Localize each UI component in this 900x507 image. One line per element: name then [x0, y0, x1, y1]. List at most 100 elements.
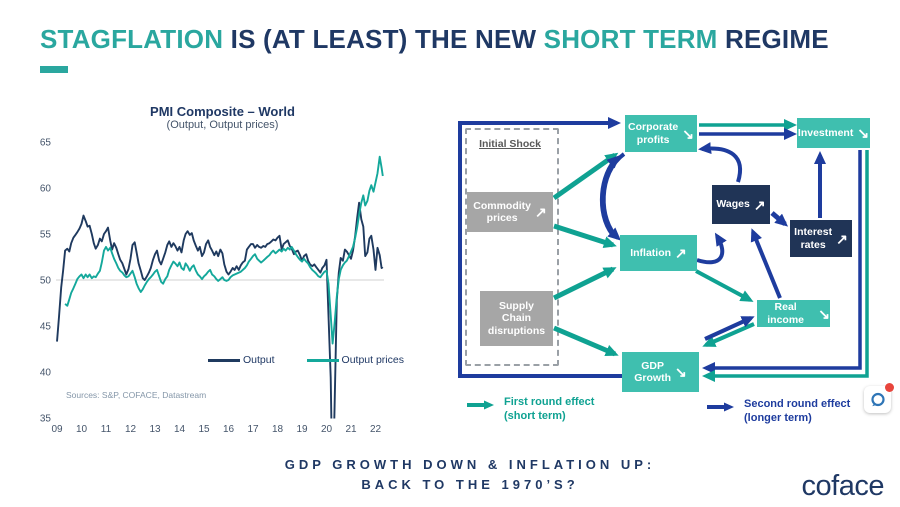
down-trend-icon: ↘: [682, 125, 694, 142]
supply-chain-box: Supply Chain disruptions: [480, 291, 553, 346]
svg-text:09: 09: [51, 424, 63, 435]
title-underline-dash: [40, 66, 68, 73]
stagflation-flow-diagram: Initial Shock: [450, 108, 895, 408]
svg-text:13: 13: [149, 424, 161, 435]
svg-text:11: 11: [101, 424, 112, 435]
pmi-chart: 35 40 45 50 55 60 65 09 10 11 12 13 14 15 16 17 18 19 20 21…: [40, 138, 384, 435]
legend-label-output: Output: [243, 354, 275, 366]
title-part-stagflation: STAGFLATION: [40, 24, 224, 54]
chart-title: PMI Composite – World: [150, 104, 295, 119]
statement-line1: GDP GROWTH DOWN & INFLATION UP:: [284, 457, 656, 472]
svg-text:50: 50: [40, 276, 52, 287]
svg-text:14: 14: [174, 424, 186, 435]
page-title: STAGFLATION IS (AT LEAST) THE NEW SHORT …: [40, 24, 829, 55]
legend-first-round-text: First round effect (short term): [504, 396, 594, 424]
arrow-supply-to-gdp: [553, 325, 619, 357]
corporate-profits-box: Corporate profits ↘: [625, 115, 697, 152]
inflation-label: Inflation: [630, 246, 672, 259]
legend-second-round: Second round effect (longer term): [706, 398, 850, 426]
diagram-arrows: [458, 117, 869, 382]
output-prices-line-swatch: [306, 358, 339, 362]
arrow-real-income-to-wages: [750, 228, 782, 299]
up-trend-icon: ↗: [535, 204, 547, 220]
arrow-inflation-to-corporate-curve: [599, 155, 620, 236]
second-round-sublabel: (longer term): [744, 411, 812, 424]
arrow-commodity-to-corporate: [552, 152, 619, 201]
svg-text:65: 65: [40, 138, 52, 149]
legend-item-output: Output: [208, 354, 275, 366]
navy-arrow-icon: [707, 402, 734, 412]
investment-box: Investment ↘: [797, 118, 870, 148]
down-trend-icon: ↘: [857, 125, 870, 141]
coface-logo: coface: [801, 470, 885, 502]
bottom-statement: GDP GROWTH DOWN & INFLATION UP: BACK TO …: [230, 455, 710, 494]
arrow-investment-to-gdp-teal: [702, 150, 869, 382]
up-trend-icon: ↗: [753, 196, 766, 213]
statement-line2: BACK TO THE 1970’S?: [361, 476, 579, 492]
title-part-short-term: SHORT TERM: [543, 24, 718, 54]
arrow-investment-to-gdp-navy: [702, 150, 862, 374]
investment-label: Investment: [797, 126, 854, 139]
arrow-wages-to-corporate: [698, 142, 742, 183]
pmi-chart-block: PMI Composite – World (Output, Output pr…: [30, 104, 415, 454]
svg-text:17: 17: [247, 424, 259, 435]
title-part-middle: IS (AT LEAST) THE NEW: [223, 24, 544, 54]
svg-text:19: 19: [296, 424, 308, 435]
arrow-wages-to-interest: [770, 211, 789, 227]
svg-text:40: 40: [40, 368, 52, 379]
interest-rates-label: Interest rates: [794, 226, 833, 251]
chart-sources: Sources: S&P, COFACE, Datastream: [66, 390, 207, 400]
arrow-inflation-to-wages: [696, 232, 727, 265]
svg-text:16: 16: [223, 424, 235, 435]
svg-text:15: 15: [198, 424, 210, 435]
arrow-commodity-to-inflation: [553, 223, 617, 248]
commodity-prices-label: Commodity prices: [473, 199, 531, 224]
notification-badge: [885, 383, 894, 392]
chart-legend: Output Output prices: [208, 354, 404, 366]
speech-bubble-icon: [870, 392, 885, 406]
first-round-label: First round effect: [504, 396, 595, 408]
initial-shock-dashed-container: [465, 128, 559, 366]
svg-text:18: 18: [272, 424, 284, 435]
legend-second-round-text: Second round effect (longer term): [744, 398, 850, 426]
svg-text:12: 12: [125, 424, 137, 435]
legend-item-output-prices: Output prices: [306, 354, 404, 366]
arrow-gdp-to-corporate-loop: [458, 117, 622, 378]
inflation-box: Inflation ↗: [620, 235, 697, 271]
up-trend-icon: ↗: [675, 245, 687, 261]
output-line-swatch: [208, 358, 240, 362]
chart-subtitle: (Output, Output prices): [166, 119, 279, 131]
corporate-profits-label: Corporate profits: [628, 121, 679, 146]
title-part-regime: REGIME: [717, 24, 829, 54]
arrow-inflation-to-real-income: [695, 269, 754, 302]
down-trend-icon: ↘: [675, 364, 687, 380]
real-income-box: Real income ↘: [757, 300, 830, 327]
first-round-sublabel: (short term): [504, 409, 566, 422]
svg-text:55: 55: [40, 230, 52, 241]
legend-first-round: First round effect (short term): [466, 396, 594, 424]
supply-chain-label: Supply Chain disruptions: [487, 300, 546, 337]
initial-shock-label: Initial Shock: [479, 138, 541, 150]
svg-text:22: 22: [370, 424, 382, 435]
down-trend-icon: ↘: [818, 305, 830, 322]
comments-icon[interactable]: [864, 383, 894, 413]
arrow-real-income-to-gdp: [702, 322, 755, 347]
teal-arrow-icon: [467, 400, 494, 410]
svg-text:20: 20: [321, 424, 333, 435]
commodity-prices-box: Commodity prices ↗: [467, 192, 553, 232]
wages-box: Wages ↗: [712, 185, 770, 224]
real-income-label: Real income: [767, 301, 805, 326]
svg-text:21: 21: [345, 424, 357, 435]
gdp-growth-label: GDP Growth: [634, 359, 671, 384]
interest-rates-box: Interest rates ↗: [790, 220, 852, 257]
up-trend-icon: ↗: [836, 230, 848, 247]
wages-label: Wages: [716, 198, 750, 211]
svg-text:10: 10: [76, 424, 88, 435]
svg-text:60: 60: [40, 184, 52, 195]
second-round-label: Second round effect: [744, 398, 851, 410]
svg-text:45: 45: [40, 322, 52, 333]
arrow-supply-to-inflation: [552, 266, 617, 301]
legend-label-output-prices: Output prices: [341, 354, 404, 366]
arrow-gdp-to-real-income: [704, 316, 755, 341]
